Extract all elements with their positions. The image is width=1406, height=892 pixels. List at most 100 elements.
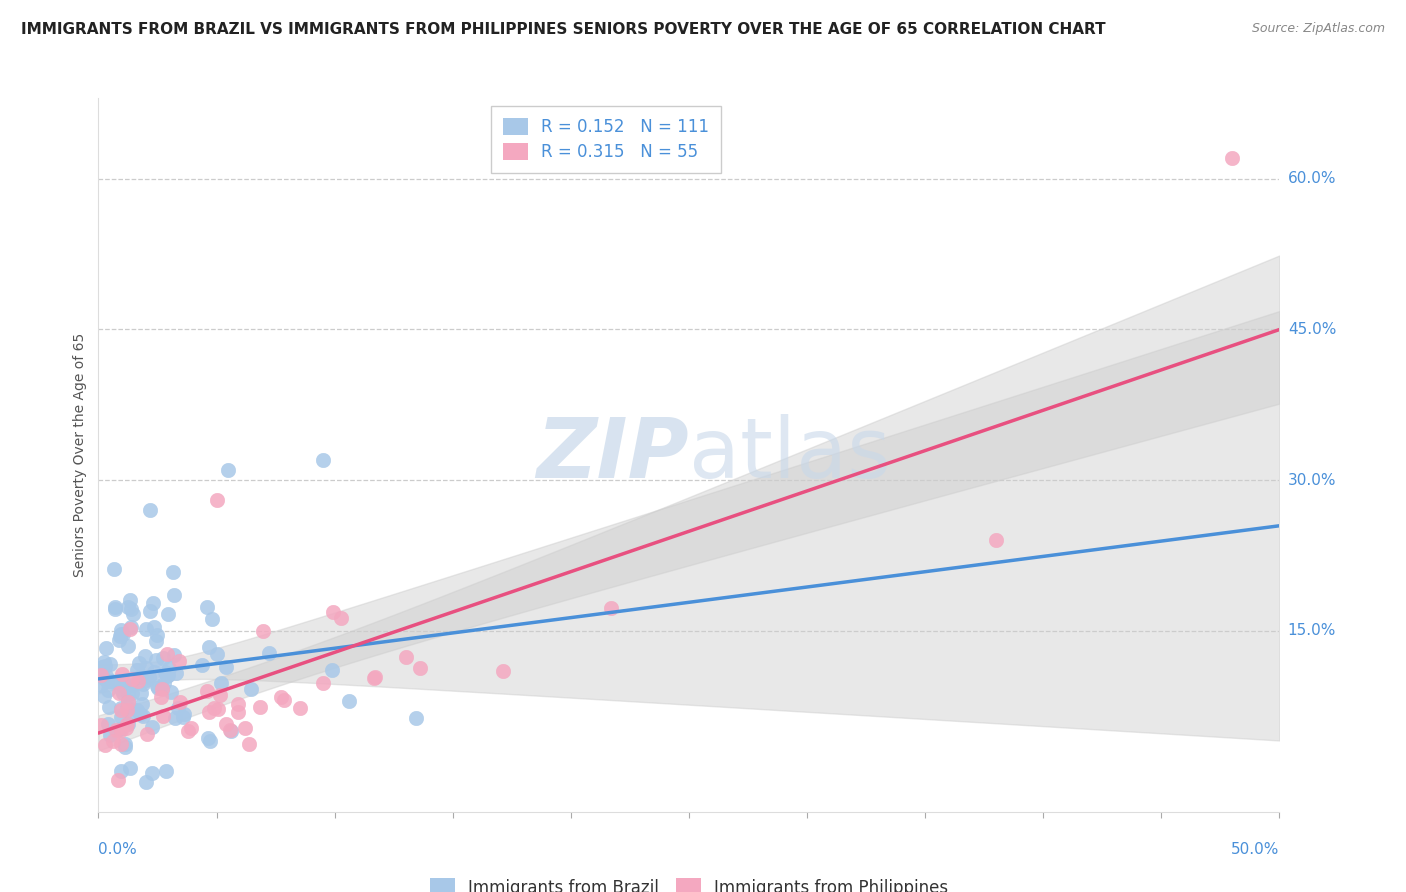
Point xyxy=(329,610,352,624)
Point xyxy=(97,699,120,714)
Point xyxy=(145,653,167,667)
Point xyxy=(273,693,295,707)
Point xyxy=(249,700,271,714)
Point xyxy=(226,697,249,711)
Point xyxy=(132,677,155,691)
Point xyxy=(209,676,232,690)
Point xyxy=(207,647,229,661)
Point xyxy=(312,676,335,690)
Point xyxy=(110,681,132,696)
Point xyxy=(91,660,114,674)
Point xyxy=(288,701,311,715)
Point xyxy=(129,669,152,683)
Point xyxy=(112,676,135,690)
Point xyxy=(94,641,117,656)
Point xyxy=(111,666,134,681)
Point xyxy=(173,706,195,721)
Point xyxy=(121,686,143,700)
Point xyxy=(108,722,131,736)
Point xyxy=(97,683,120,698)
Point xyxy=(104,602,127,616)
Point xyxy=(205,493,228,508)
Point xyxy=(218,723,240,738)
Point xyxy=(135,727,157,741)
Point xyxy=(257,646,280,660)
Point xyxy=(110,710,132,724)
Point xyxy=(110,701,132,715)
Point xyxy=(408,661,430,675)
Point xyxy=(135,774,157,789)
Point xyxy=(138,670,160,684)
Point xyxy=(107,772,129,787)
Point xyxy=(252,624,274,638)
Point xyxy=(108,686,131,700)
Point xyxy=(157,660,180,674)
Point xyxy=(145,633,167,648)
Point xyxy=(163,648,186,662)
Point xyxy=(226,705,249,719)
Point xyxy=(135,673,157,687)
Point xyxy=(120,593,142,607)
Point xyxy=(208,688,231,702)
Point xyxy=(492,664,515,678)
Point xyxy=(363,671,385,685)
Point xyxy=(152,675,174,690)
Point xyxy=(139,604,162,618)
Point xyxy=(197,731,219,745)
Point xyxy=(115,700,138,714)
Point xyxy=(127,703,149,717)
Point xyxy=(135,622,157,636)
Point xyxy=(156,648,179,662)
Point xyxy=(145,679,167,693)
Text: 0.0%: 0.0% xyxy=(98,842,138,857)
Point xyxy=(600,600,623,615)
Point xyxy=(101,734,124,748)
Point xyxy=(322,606,344,620)
Point xyxy=(312,453,335,467)
Point xyxy=(110,723,132,737)
Point xyxy=(177,723,200,738)
Point xyxy=(321,663,343,677)
Point xyxy=(128,707,150,722)
Point xyxy=(105,723,128,737)
Point xyxy=(195,600,218,615)
Point xyxy=(112,686,135,700)
Point xyxy=(93,738,115,752)
Point xyxy=(152,681,174,695)
Point xyxy=(395,649,418,664)
Point xyxy=(132,708,155,723)
Point xyxy=(146,628,169,642)
Point xyxy=(150,682,173,697)
Point xyxy=(121,678,143,692)
Point xyxy=(198,706,221,720)
Text: 45.0%: 45.0% xyxy=(1288,322,1336,337)
Point xyxy=(139,503,162,517)
Point xyxy=(146,681,169,695)
Point xyxy=(115,703,138,717)
Point xyxy=(163,711,186,725)
Point xyxy=(90,668,112,682)
Point xyxy=(93,656,115,670)
Point xyxy=(104,675,127,690)
Point xyxy=(110,737,132,751)
Point xyxy=(96,673,118,688)
Point xyxy=(238,737,260,751)
Text: atlas: atlas xyxy=(689,415,890,495)
Point xyxy=(217,463,239,477)
Point xyxy=(97,717,120,731)
Point xyxy=(198,640,221,654)
Point xyxy=(98,728,121,742)
Text: ZIP: ZIP xyxy=(536,415,689,495)
Point xyxy=(215,717,238,731)
Point xyxy=(117,694,139,708)
Point xyxy=(143,665,166,679)
Point xyxy=(155,668,177,682)
Point xyxy=(134,648,156,663)
Point xyxy=(108,630,131,644)
Point xyxy=(152,650,174,665)
Point xyxy=(90,678,112,692)
Point xyxy=(364,670,387,684)
Point xyxy=(94,669,117,683)
Point xyxy=(163,588,186,602)
Point xyxy=(120,706,142,720)
